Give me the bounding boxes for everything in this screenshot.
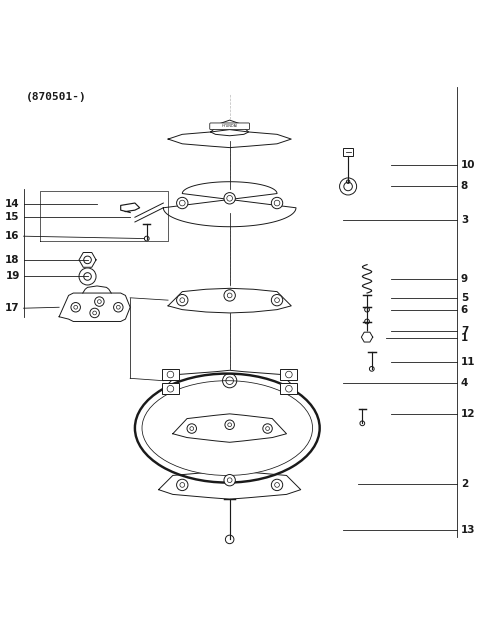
Text: 15: 15 [5, 212, 20, 222]
Polygon shape [59, 293, 130, 321]
Circle shape [187, 424, 196, 433]
Polygon shape [168, 130, 291, 148]
Text: 1: 1 [461, 333, 468, 343]
FancyBboxPatch shape [210, 123, 250, 130]
Text: 5: 5 [461, 293, 468, 303]
Text: 16: 16 [5, 232, 20, 241]
Circle shape [177, 197, 188, 208]
Bar [343, 149, 353, 156]
Circle shape [225, 420, 234, 429]
Circle shape [271, 479, 283, 490]
Polygon shape [79, 253, 96, 267]
Text: 10: 10 [461, 160, 475, 170]
Circle shape [114, 303, 123, 312]
Polygon shape [163, 182, 296, 227]
Text: 4: 4 [461, 378, 468, 388]
Circle shape [271, 295, 283, 306]
Polygon shape [158, 470, 301, 499]
Text: 6: 6 [461, 305, 468, 314]
Text: 17: 17 [5, 303, 20, 313]
Circle shape [177, 479, 188, 490]
Text: 8: 8 [461, 182, 468, 192]
Text: (870501-): (870501-) [26, 92, 87, 102]
Text: 9: 9 [461, 274, 468, 284]
Polygon shape [163, 370, 296, 396]
Ellipse shape [142, 381, 312, 475]
Bar [162, 383, 179, 394]
Circle shape [95, 297, 104, 306]
Circle shape [263, 424, 272, 433]
Text: 13: 13 [461, 525, 475, 535]
Circle shape [177, 295, 188, 306]
Polygon shape [173, 414, 287, 442]
Circle shape [71, 303, 81, 312]
Text: 3: 3 [461, 215, 468, 225]
Circle shape [271, 197, 283, 208]
Circle shape [90, 308, 99, 318]
Polygon shape [168, 288, 291, 313]
Bar [162, 369, 179, 380]
Polygon shape [211, 120, 249, 136]
Text: 12: 12 [461, 409, 475, 419]
Circle shape [224, 290, 235, 301]
Text: 11: 11 [461, 357, 475, 367]
Text: 14: 14 [5, 199, 20, 209]
Circle shape [224, 474, 235, 486]
Text: 2: 2 [461, 479, 468, 489]
Text: 18: 18 [5, 255, 20, 265]
Circle shape [224, 193, 235, 204]
Text: 7: 7 [461, 326, 468, 336]
Polygon shape [361, 332, 373, 342]
Text: 19: 19 [5, 271, 20, 281]
Bar [280, 383, 298, 394]
Bar [280, 369, 298, 380]
Text: HYUNDAI: HYUNDAI [222, 124, 238, 129]
